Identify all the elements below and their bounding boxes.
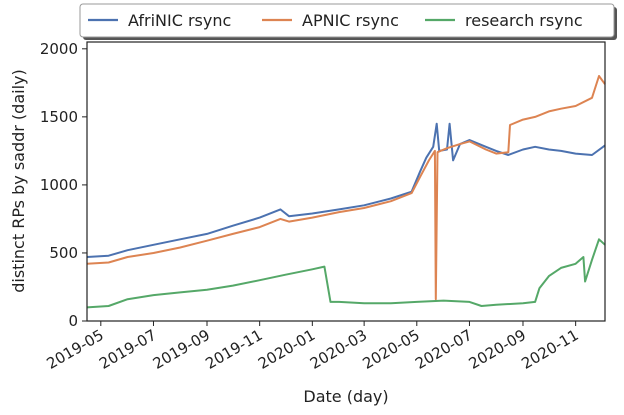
x-tick-label: 2020-03 (307, 326, 370, 373)
x-tick-label: 2020-11 (518, 326, 581, 373)
x-tick-label: 2019-05 (44, 326, 107, 373)
plot-frame (86, 41, 606, 322)
y-tick-label: 1000 (40, 176, 78, 194)
y-tick-label: 500 (49, 244, 78, 262)
x-axis: 2019-052019-072019-092019-112020-012020-… (44, 321, 582, 373)
x-tick-label: 2020-01 (255, 326, 318, 373)
x-tick-label: 2019-11 (202, 326, 265, 373)
x-axis-title: Date (day) (303, 387, 388, 406)
legend: AfriNIC rsync APNIC rsync research rsync (79, 3, 617, 40)
y-tick-label: 2000 (40, 40, 78, 58)
y-tick-label: 0 (68, 312, 78, 330)
plot-group (86, 75, 606, 309)
x-tick-label: 2020-07 (412, 326, 475, 373)
y-axis-title: distinct RPs by saddr (daily) (9, 69, 28, 293)
legend-box (79, 3, 615, 38)
x-tick-label: 2020-05 (360, 326, 423, 373)
x-tick-label: 2020-09 (466, 326, 529, 373)
series-line-0 (86, 122, 606, 258)
legend-label: research rsync (465, 11, 583, 30)
legend-label: AfriNIC rsync (128, 11, 231, 30)
y-axis: 0 500 1000 1500 2000 (40, 40, 87, 330)
series-line-2 (86, 238, 606, 309)
x-tick-label: 2019-07 (96, 326, 159, 373)
series-line-1 (86, 75, 606, 301)
y-tick-label: 1500 (40, 108, 78, 126)
x-tick-label: 2019-09 (150, 326, 213, 373)
legend-label: APNIC rsync (302, 11, 399, 30)
